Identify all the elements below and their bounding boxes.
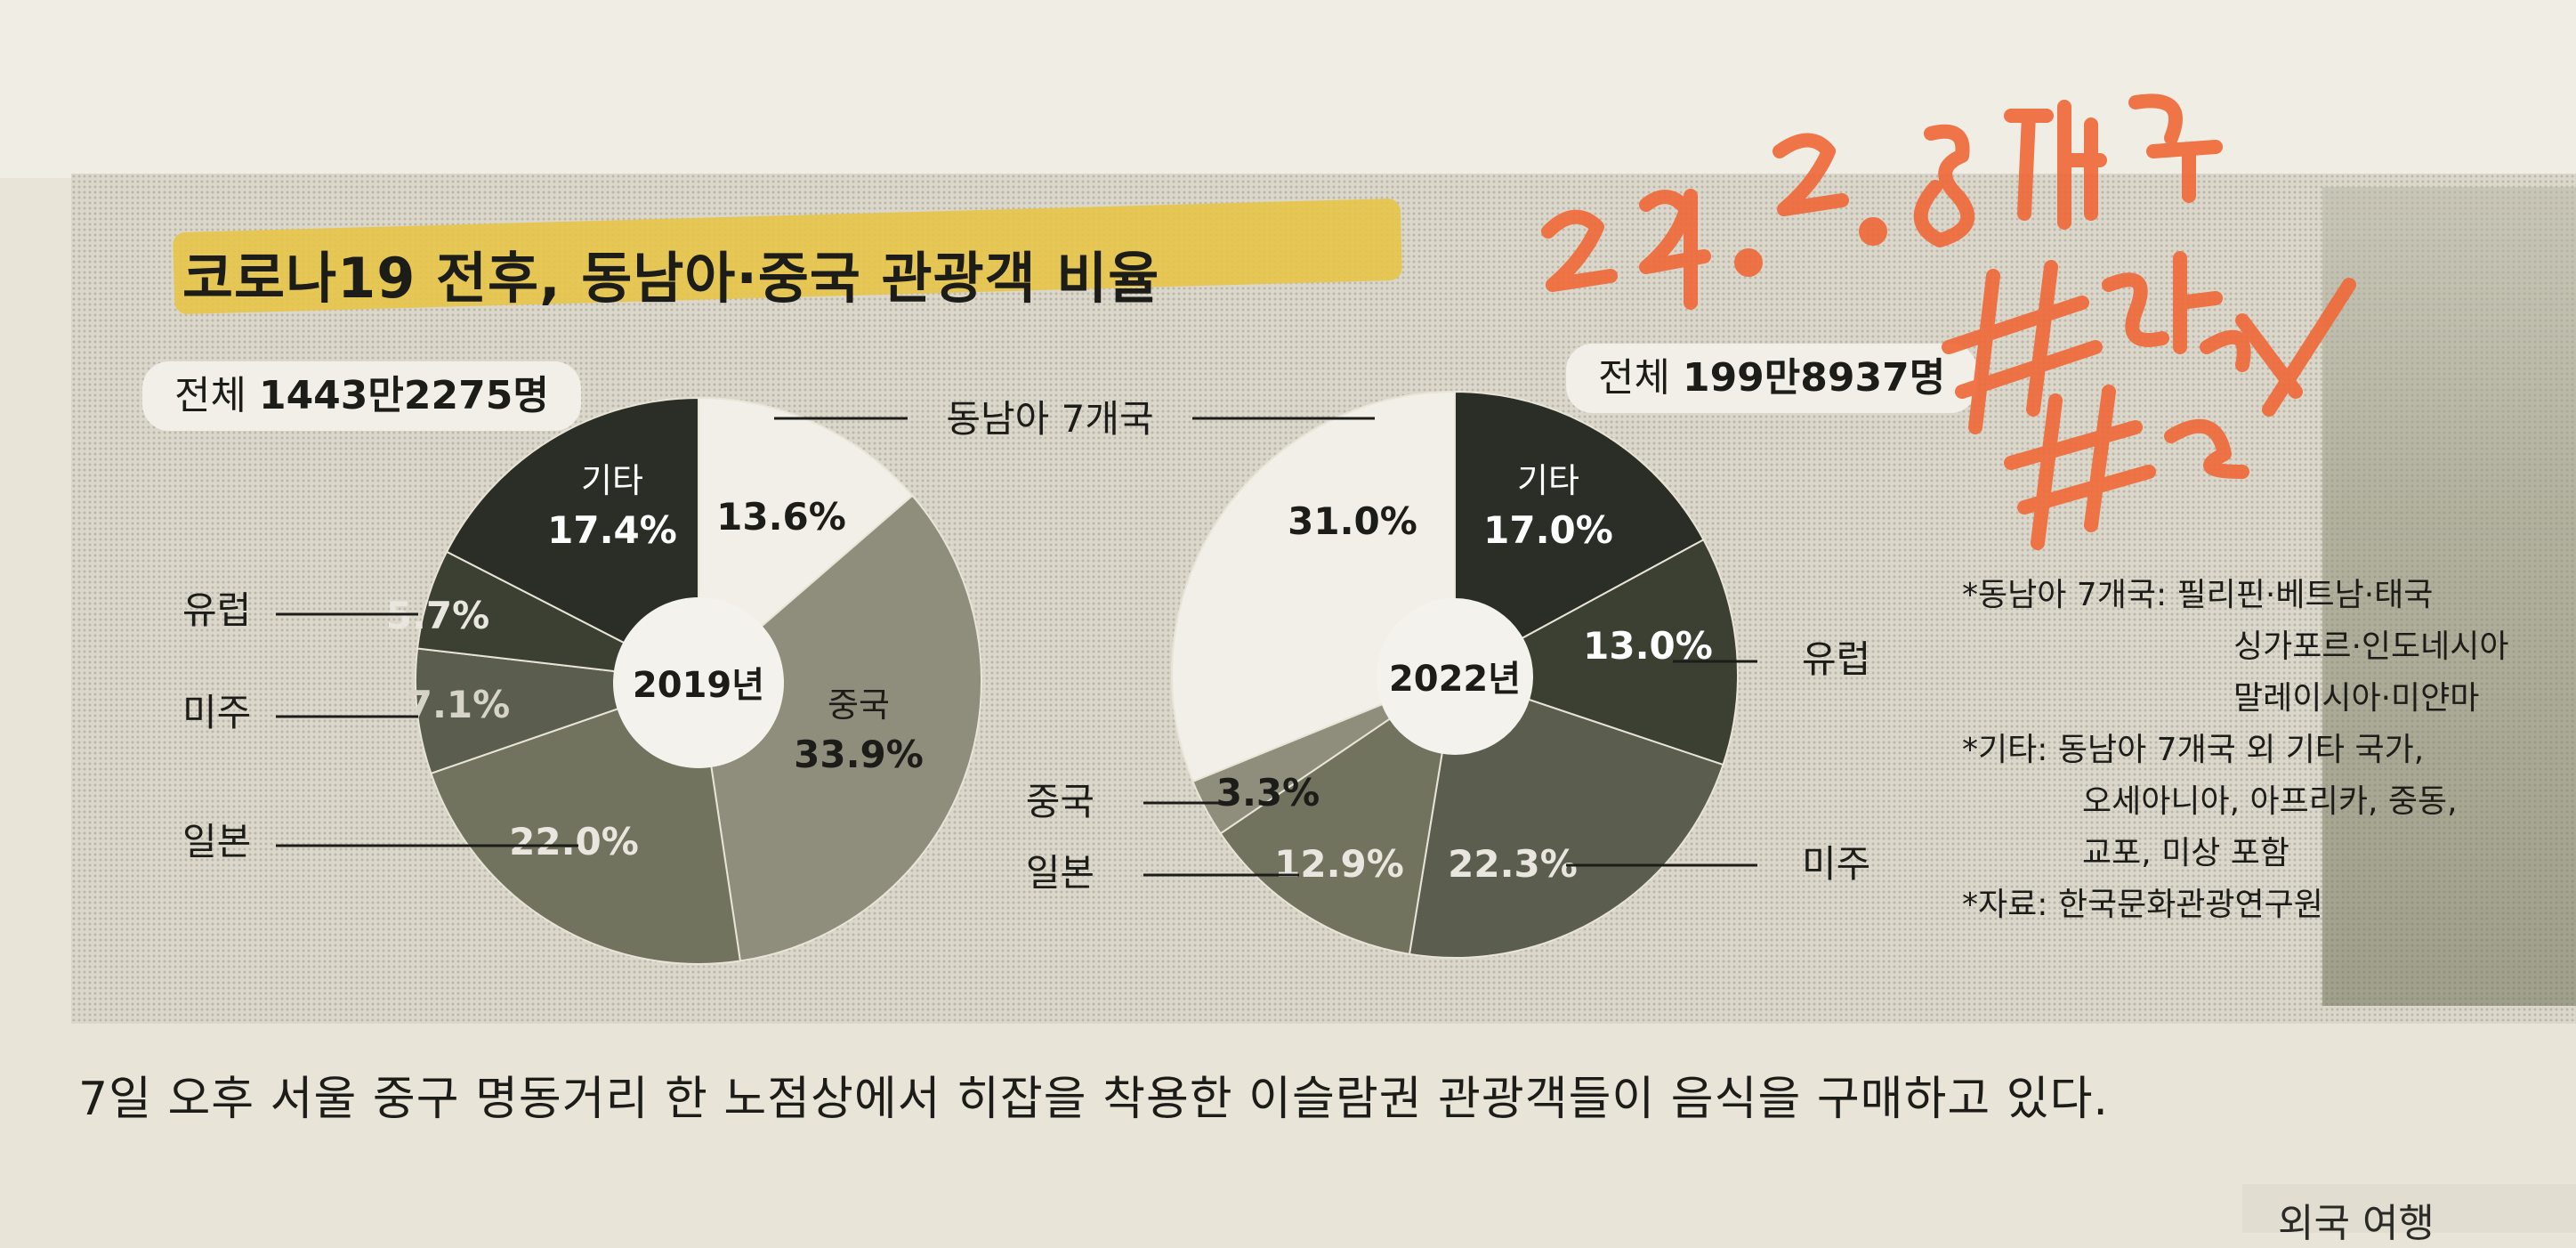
pie-chart-2022: 2022년17.0%13.0%22.3%12.9%3.3%31.0%기타유럽미주… bbox=[1026, 390, 1870, 959]
donut-hole bbox=[613, 597, 784, 768]
total-value: 1443만2275명 bbox=[258, 373, 549, 418]
total-2022: 전체 199만8937명 bbox=[1566, 344, 1978, 413]
total-2019: 전체 1443만2275명 bbox=[142, 361, 581, 431]
note-other-label: *기타: bbox=[1962, 732, 2048, 768]
category-label-other: 기타 bbox=[581, 461, 643, 500]
category-label-europe: 유럽 bbox=[1802, 637, 1870, 681]
note-sea-line1: 필리핀·베트남·태국 bbox=[2176, 577, 2434, 613]
total-prefix: 전체 bbox=[1598, 355, 1683, 401]
percent-label-other: 17.0% bbox=[1483, 508, 1613, 552]
note-sea-line3: 말레이시아·미얀마 bbox=[2233, 680, 2480, 717]
note-sea: *동남아 7개국: 필리핀·베트남·태국 bbox=[1962, 570, 2576, 621]
percent-label-japan: 12.9% bbox=[1274, 842, 1404, 886]
handwritten-annotation bbox=[1541, 93, 2356, 550]
note-sea-cont: 싱가포르·인도네시아 bbox=[1962, 621, 2576, 673]
category-label-americas: 미주 bbox=[1802, 842, 1870, 886]
percent-label-china: 33.9% bbox=[794, 733, 924, 776]
center-year-label: 2019년 bbox=[633, 665, 764, 706]
paper-margin bbox=[0, 0, 2576, 178]
note-sea-cont: 말레이시아·미얀마 bbox=[1962, 673, 2576, 725]
category-label-japan: 일본 bbox=[1026, 851, 1094, 895]
donut-hole bbox=[1377, 598, 1533, 755]
percent-label-americas: 22.3% bbox=[1448, 842, 1578, 886]
pie-slice-japan bbox=[1219, 672, 1457, 956]
pie-slice-other bbox=[445, 396, 699, 683]
total-value: 199만8937명 bbox=[1682, 355, 1946, 401]
category-label-other: 기타 bbox=[1517, 461, 1579, 500]
note-source-value: 한국문화관광연구원 bbox=[2057, 887, 2323, 923]
note-source: *자료: 한국문화관광연구원 bbox=[1962, 879, 2576, 931]
note-sea-label: *동남아 7개국: bbox=[1962, 577, 2168, 613]
percent-label-japan: 22.0% bbox=[509, 820, 639, 863]
photo-caption: 7일 오후 서울 중구 명동거리 한 노점상에서 히잡을 착용한 이슬람권 관광… bbox=[78, 1073, 2109, 1126]
next-article-strip bbox=[2242, 1184, 2576, 1233]
pie-slice-other bbox=[1454, 390, 1705, 677]
callout-label: 동남아 7개국 bbox=[946, 397, 1153, 441]
adjacent-photo-edge bbox=[2322, 187, 2576, 1006]
percent-label-americas: 7.1% bbox=[407, 683, 510, 726]
total-prefix: 전체 bbox=[174, 373, 259, 418]
next-article-fragment: 외국 여행 bbox=[2278, 1201, 2435, 1246]
note-other: *기타: 동남아 7개국 외 기타 국가, bbox=[1962, 725, 2576, 776]
note-sea-line2: 싱가포르·인도네시아 bbox=[2233, 628, 2509, 665]
percent-label-china: 3.3% bbox=[1216, 771, 1320, 814]
sea-callout: 동남아 7개국 bbox=[774, 397, 1375, 441]
category-label-china: 중국 bbox=[828, 685, 890, 725]
category-label-china: 중국 bbox=[1026, 780, 1094, 823]
chart-title: 코로나19 전후, 동남아·중국 관광객 비율 bbox=[182, 246, 1160, 311]
pie-slice-china bbox=[697, 494, 982, 962]
pie-chart-2019: 2019년13.6%33.9%22.0%7.1%5.7%17.4%기타중국유럽미… bbox=[182, 396, 982, 965]
note-other-cont: 교포, 미상 포함 bbox=[1962, 828, 2576, 879]
note-other-line2: 오세아니아, 아프리카, 중동, bbox=[2082, 783, 2458, 820]
note-other-line1: 동남아 7개국 외 기타 국가, bbox=[2057, 732, 2425, 768]
pie-slice-southeast-asia bbox=[698, 396, 914, 684]
note-source-label: *자료: bbox=[1962, 887, 2048, 923]
category-label-japan: 일본 bbox=[182, 820, 251, 863]
center-year-label: 2022년 bbox=[1389, 659, 1521, 700]
category-label-americas: 미주 bbox=[182, 691, 251, 734]
note-other-cont: 오세아니아, 아프리카, 중동, bbox=[1962, 776, 2576, 828]
footnotes: *동남아 7개국: 필리핀·베트남·태국 싱가포르·인도네시아 말레이시아·미얀… bbox=[1962, 570, 2576, 931]
percent-label-southeast-asia: 13.6% bbox=[716, 495, 846, 539]
percent-label-southeast-asia: 31.0% bbox=[1288, 499, 1417, 543]
pie-slice-europe bbox=[1452, 538, 1740, 766]
percent-label-other: 17.4% bbox=[547, 508, 677, 552]
note-other-line3: 교포, 미상 포함 bbox=[2082, 835, 2290, 871]
category-label-europe: 유럽 bbox=[182, 588, 251, 632]
